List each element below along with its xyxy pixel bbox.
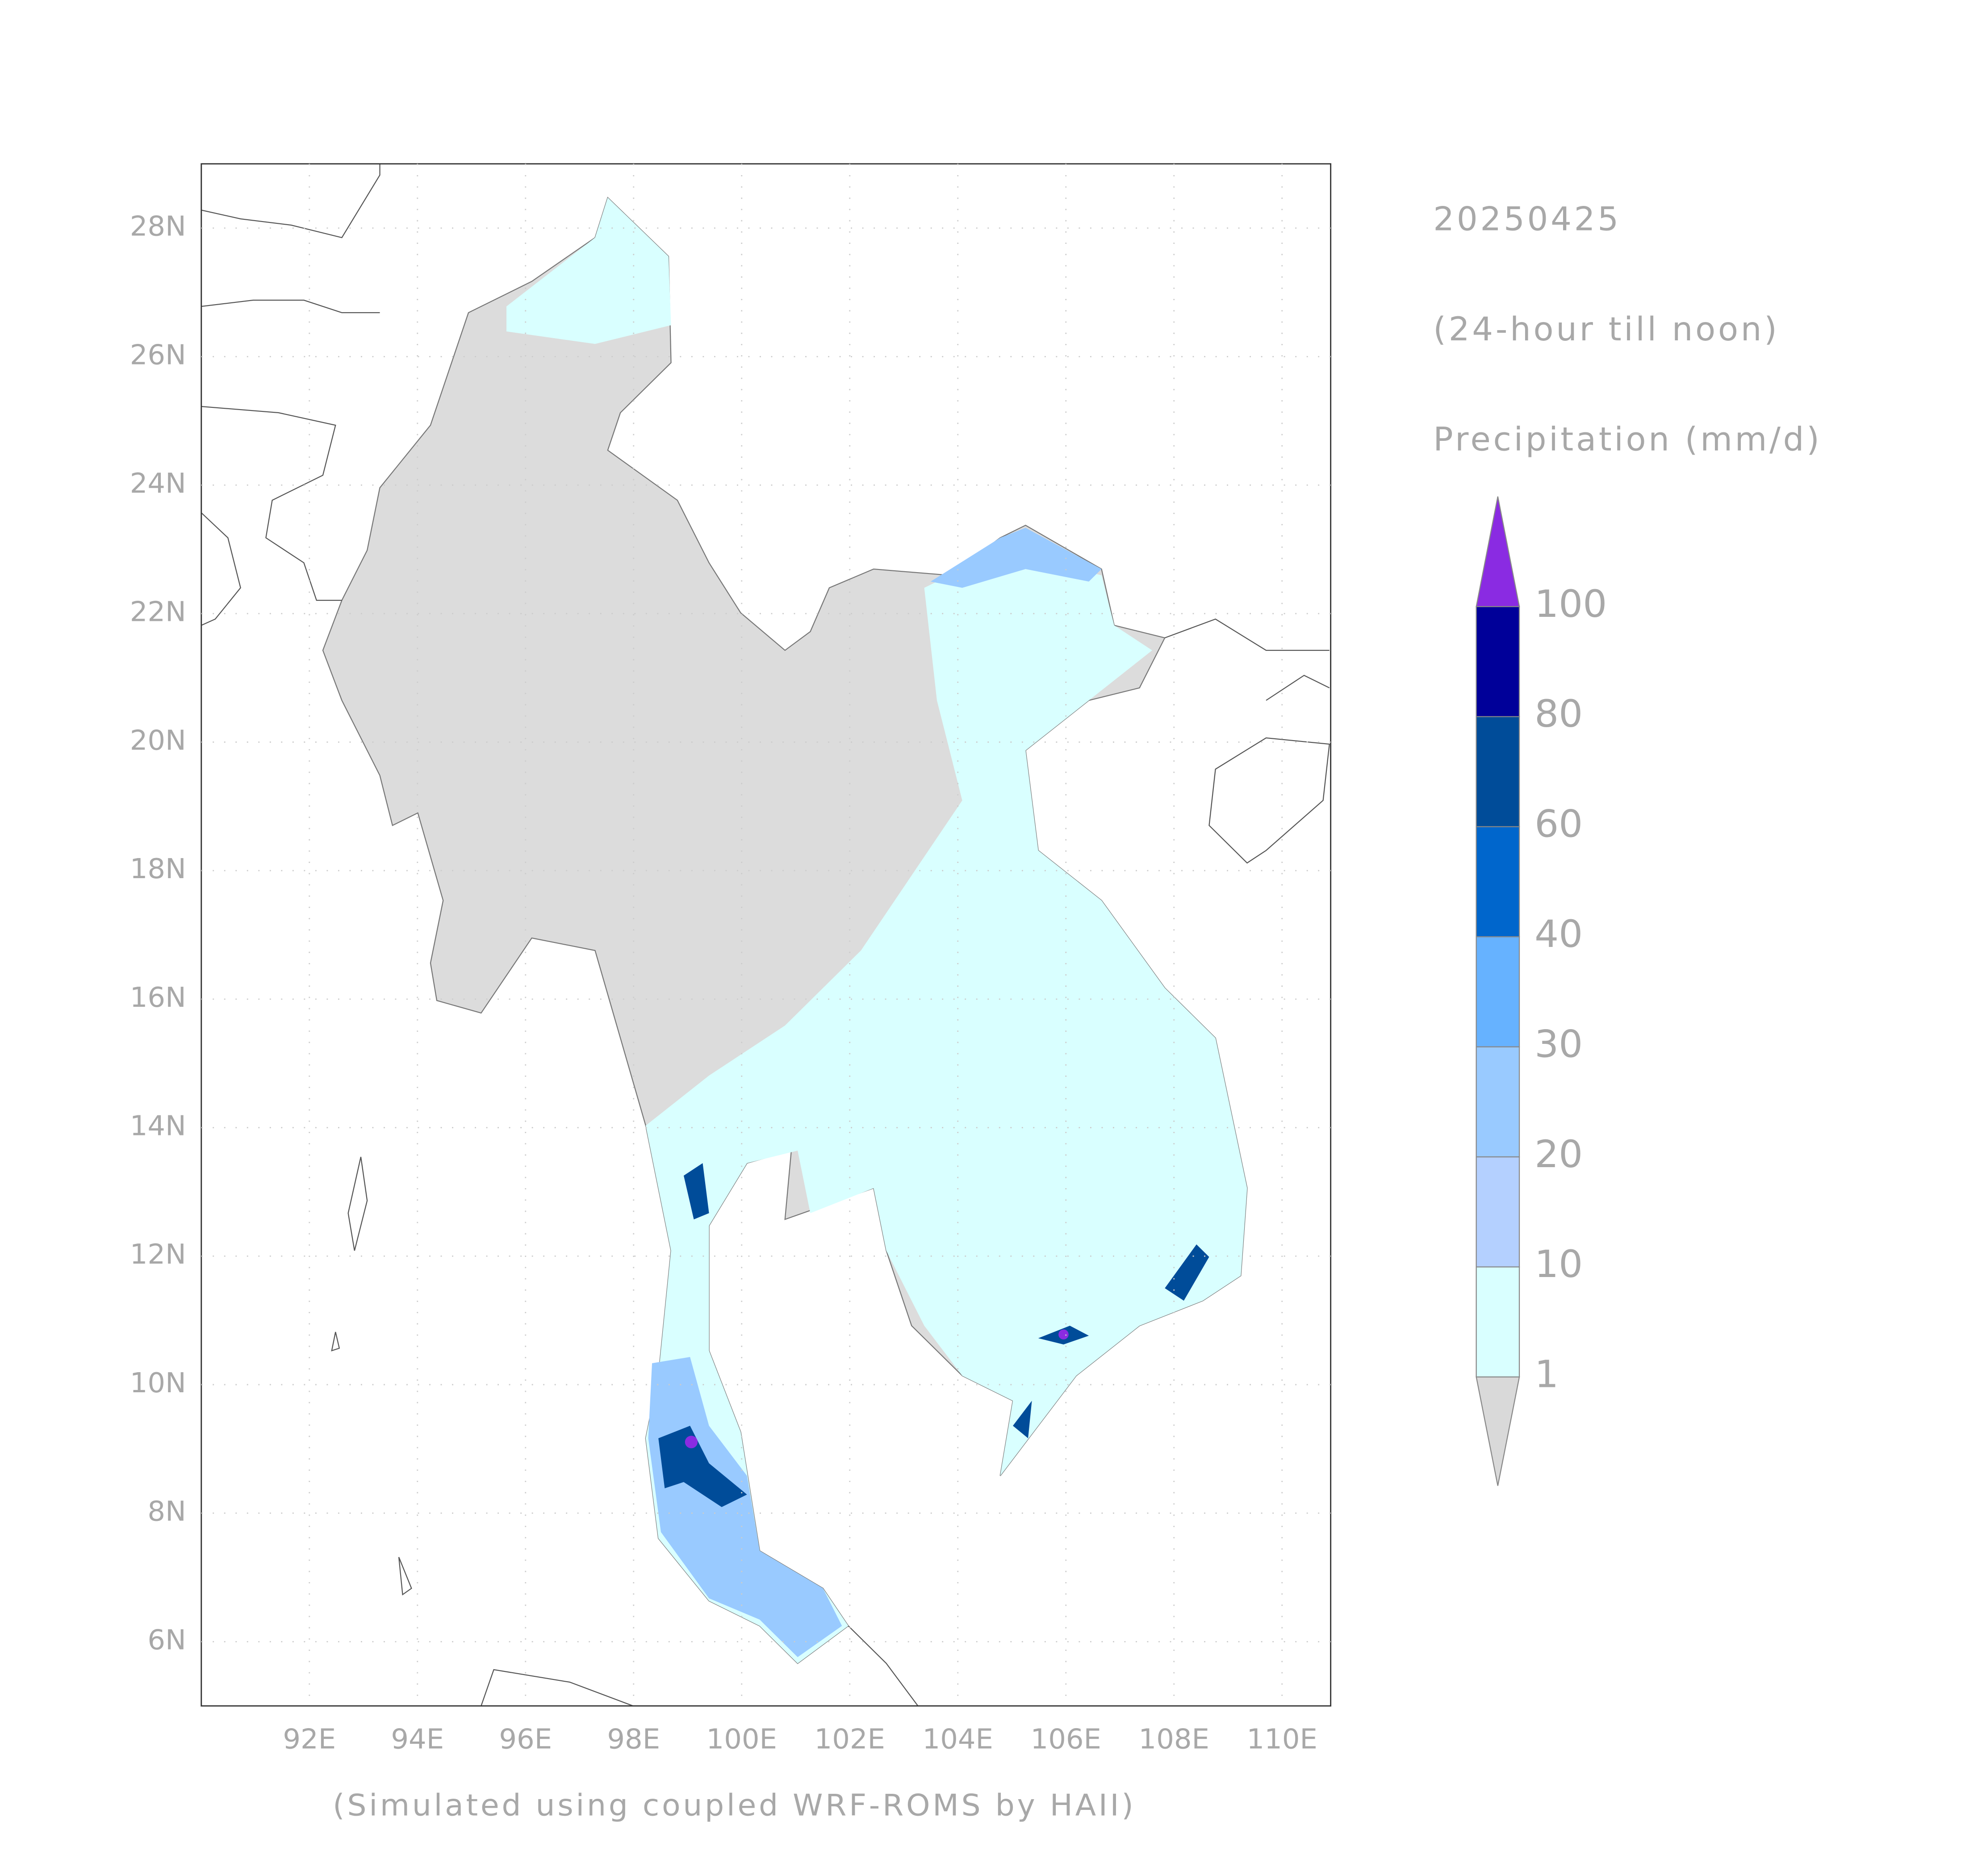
coastline — [1164, 618, 1330, 701]
coastline — [201, 163, 380, 239]
y-tick-label: 18N — [130, 852, 186, 885]
rain-moderate-north — [930, 528, 1102, 588]
map-title: 20250425 — [1433, 201, 1621, 238]
y-tick-label: 28N — [130, 210, 186, 243]
rain-extreme — [685, 1436, 698, 1449]
hainan — [1208, 737, 1330, 864]
colorbar-label: 100 — [1534, 582, 1607, 625]
x-tick-label: 100E — [707, 1723, 777, 1755]
x-tick-label: 96E — [499, 1723, 552, 1755]
x-tick-label: 98E — [607, 1723, 660, 1755]
y-tick-label: 22N — [130, 595, 186, 628]
x-tick-label: 102E — [815, 1723, 885, 1755]
x-tick-label: 104E — [923, 1723, 993, 1755]
y-tick-label: 12N — [130, 1238, 186, 1271]
axes: 92E 94E 96E 98E 100E 102E 104E 106E 108E 110E 6N 8N… — [130, 210, 1317, 1755]
coastline — [481, 1625, 919, 1707]
y-tick-label: 10N — [130, 1366, 186, 1399]
x-tick-label: 106E — [1031, 1723, 1101, 1755]
land — [322, 197, 1248, 1664]
colorbar-segment — [1476, 716, 1520, 827]
y-tick-label: 8N — [147, 1495, 186, 1528]
colorbar-segment — [1476, 1156, 1520, 1268]
colorbar-segment — [1476, 1046, 1520, 1158]
coastline — [201, 512, 241, 626]
coastlines — [201, 163, 1330, 1707]
colorbar-label: 40 — [1534, 912, 1583, 955]
variable-label: Precipitation (mm/d) — [1433, 421, 1822, 458]
map-frame — [201, 163, 1332, 1707]
colorbar-label: 20 — [1534, 1132, 1583, 1176]
colorbar-label: 80 — [1534, 692, 1583, 736]
map-subtitle: (24-hour till noon) — [1433, 310, 1779, 348]
colorbar-under — [1476, 1376, 1520, 1486]
rain-light-north — [506, 197, 671, 344]
colorbar-label: 1 — [1534, 1353, 1559, 1396]
colorbar: 1 10 20 30 40 60 80 100 — [1476, 496, 1607, 1486]
y-tick-label: 16N — [130, 981, 186, 1013]
rain-moderate — [648, 1357, 842, 1657]
y-tick-label: 20N — [130, 724, 186, 757]
colorbar-label: 30 — [1534, 1022, 1583, 1066]
colorbar-segment — [1476, 1266, 1520, 1378]
y-tick-label: 26N — [130, 339, 186, 371]
y-tick-label: 6N — [147, 1624, 186, 1656]
islands — [331, 1156, 412, 1596]
colorbar-segment — [1476, 936, 1520, 1047]
colorbar-segment — [1476, 606, 1520, 717]
rain-light — [645, 550, 1247, 1663]
rain-extreme — [1058, 1329, 1069, 1340]
y-tick-label: 24N — [130, 467, 186, 499]
x-tick-label: 108E — [1139, 1723, 1209, 1755]
x-tick-label: 110E — [1247, 1723, 1317, 1755]
coastline — [201, 299, 380, 314]
colorbar-label: 10 — [1534, 1243, 1583, 1286]
colorbar-label: 60 — [1534, 802, 1583, 846]
y-tick-label: 14N — [130, 1110, 186, 1142]
rain-heavy — [658, 1426, 747, 1507]
x-tick-label: 92E — [283, 1723, 336, 1755]
colorbar-over — [1476, 496, 1520, 607]
colorbar-segment — [1476, 826, 1520, 938]
coastline — [201, 406, 342, 601]
credit: (Simulated using coupled WRF-ROMS by HAI… — [333, 1788, 1136, 1823]
x-tick-label: 94E — [391, 1723, 444, 1755]
